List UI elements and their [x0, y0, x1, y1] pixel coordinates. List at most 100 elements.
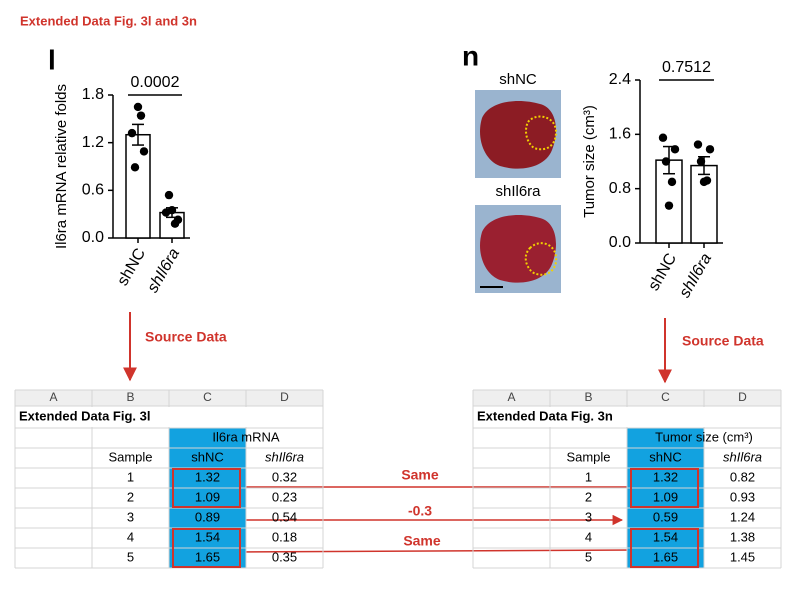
data-point — [133, 102, 143, 112]
data-point — [705, 145, 715, 154]
column-header: shNC — [649, 449, 682, 464]
cell: 1.32 — [195, 469, 220, 484]
data-point — [667, 177, 677, 187]
column-letter: D — [280, 390, 289, 404]
cell: 1.45 — [730, 549, 755, 564]
link-line — [232, 549, 641, 553]
cell: 0.93 — [730, 489, 755, 504]
title-bg — [474, 407, 780, 427]
column-letter: A — [49, 390, 57, 404]
cell: 1.32 — [653, 469, 678, 484]
cell: 1.54 — [195, 529, 220, 544]
cell: 1.09 — [653, 489, 678, 504]
column-header: Sample — [108, 449, 152, 464]
cell: 1.65 — [195, 549, 220, 564]
y-tick-label: 0.0 — [82, 229, 104, 246]
x-tick-label: shNC — [114, 246, 149, 289]
cell: 3 — [585, 509, 592, 524]
cell: 0.89 — [195, 509, 220, 524]
data-point — [699, 177, 709, 187]
x-tick-label: shNC — [645, 251, 680, 294]
data-point — [139, 147, 149, 156]
highlight-column — [627, 428, 704, 568]
data-point — [130, 163, 140, 172]
y-tick-label: 0.6 — [82, 182, 104, 199]
photo — [475, 90, 561, 178]
data-point — [693, 140, 703, 149]
bar — [690, 164, 718, 244]
spreadsheet: A B C D Extended Data Fig. 3n Tumor size (cm³… — [472, 389, 782, 569]
page-title: Extended Data Fig. 3l and 3n — [20, 13, 197, 28]
y-tick-label: 1.6 — [609, 126, 631, 143]
y-tick-label: 1.8 — [82, 86, 104, 103]
column-letter: B — [584, 390, 592, 404]
data-point — [170, 219, 180, 228]
cell: 0.54 — [272, 509, 297, 524]
x-tick-label: shIl6ra — [144, 246, 183, 296]
group-header: Il6ra mRNA — [212, 429, 280, 444]
table-title: Extended Data Fig. 3n — [477, 408, 613, 423]
cell: 0.32 — [272, 469, 297, 484]
cell: 1.38 — [730, 529, 755, 544]
cell: 2 — [585, 489, 592, 504]
source-label: Source Data — [145, 329, 227, 345]
y-tick-label: 0.0 — [609, 234, 631, 251]
column-letter: C — [203, 390, 212, 404]
y-tick-label: 0.8 — [609, 180, 631, 197]
panel-letter: l — [48, 44, 56, 75]
cell: 0.18 — [272, 529, 297, 544]
photo-label: shNC — [499, 71, 537, 88]
highlight-box — [172, 468, 241, 508]
cell: 0.35 — [272, 549, 297, 564]
link-label: -0.3 — [408, 503, 432, 519]
spreadsheet: A B C D Extended Data Fig. 3l Il6ra mRNA Sampl… — [14, 389, 324, 569]
data-point — [658, 133, 668, 142]
photo — [475, 205, 561, 293]
column-letter: B — [126, 390, 134, 404]
cell: 1 — [585, 469, 592, 484]
y-tick-label: 2.4 — [609, 71, 631, 88]
cell: 0.82 — [730, 469, 755, 484]
data-point — [670, 145, 680, 154]
column-letter: A — [507, 390, 515, 404]
highlight-box — [630, 528, 699, 568]
y-axis-label: Tumor size (cm³) — [581, 105, 598, 218]
cell: 1.65 — [653, 549, 678, 564]
highlight-box — [630, 468, 699, 508]
table-title: Extended Data Fig. 3l — [19, 408, 150, 423]
column-letter: C — [661, 390, 670, 404]
cell: 1.09 — [195, 489, 220, 504]
cell: 4 — [585, 529, 592, 544]
cell: 0.23 — [272, 489, 297, 504]
group-header: Tumor size (cm³) — [655, 429, 753, 444]
highlight-box — [172, 528, 241, 568]
photo-label: shIl6ra — [495, 183, 541, 200]
column-header: shNC — [191, 449, 224, 464]
data-point — [127, 128, 137, 138]
data-point — [167, 205, 177, 215]
cell: 5 — [127, 549, 134, 564]
x-tick-label: shIl6ra — [676, 251, 715, 301]
title-bg — [16, 407, 322, 427]
cell: 4 — [127, 529, 134, 544]
data-point — [664, 201, 674, 210]
data-point — [136, 111, 146, 120]
data-point — [164, 190, 174, 200]
source-label: Source Data — [682, 333, 764, 349]
cell: 1 — [127, 469, 134, 484]
column-letter: D — [738, 390, 747, 404]
column-header: shIl6ra — [265, 449, 304, 464]
p-value: 0.7512 — [662, 59, 711, 76]
y-axis-label: Il6ra mRNA relative folds — [53, 84, 70, 249]
cell: 1.24 — [730, 509, 755, 524]
highlight-column — [169, 428, 246, 568]
cell: 2 — [127, 489, 134, 504]
p-value: 0.0002 — [131, 74, 180, 91]
column-header: Sample — [566, 449, 610, 464]
panel-letter: n — [462, 40, 479, 71]
data-point — [696, 157, 706, 166]
link-label: Same — [401, 467, 439, 483]
column-header: shIl6ra — [723, 449, 762, 464]
link-label: Same — [403, 533, 441, 549]
